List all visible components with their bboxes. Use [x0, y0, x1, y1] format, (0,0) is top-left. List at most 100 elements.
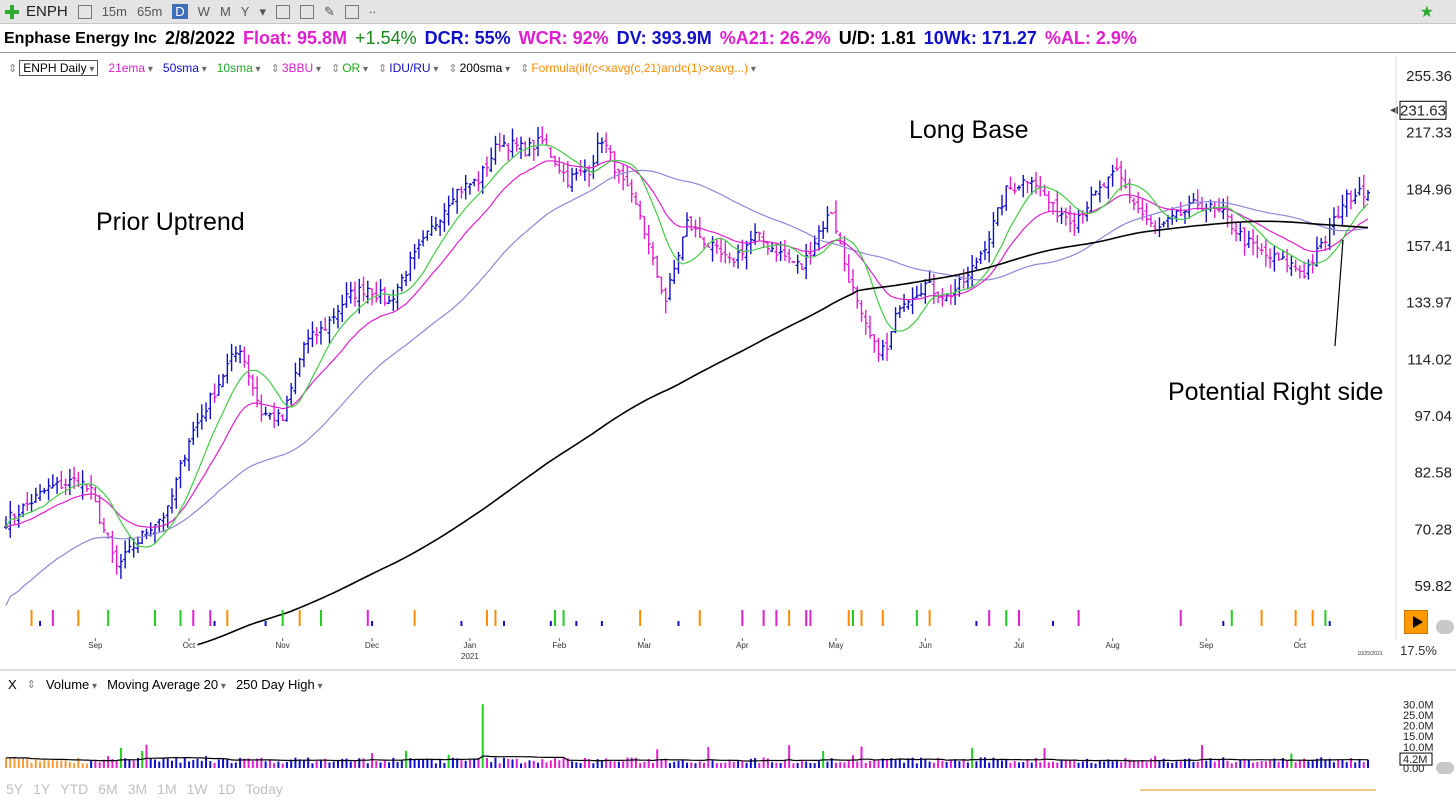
volume-bar [1311, 759, 1314, 768]
volume-bar [988, 762, 991, 768]
volume-high-select[interactable]: 250 Day High [236, 677, 323, 692]
volume-bar [668, 763, 671, 768]
price-bar [1038, 175, 1043, 197]
volume-bar [107, 756, 110, 768]
interval-dropdown-icon[interactable]: ▾ [259, 3, 266, 19]
play-button[interactable] [1404, 610, 1428, 634]
range-1d[interactable]: 1D [217, 781, 236, 797]
x-tick-label: Jan [463, 641, 476, 650]
range-3m[interactable]: 3M [127, 781, 148, 797]
volume-bar [758, 763, 761, 768]
share-icon[interactable]: ∙∙ [368, 4, 377, 19]
price-bar [323, 317, 328, 331]
volume-bar [468, 758, 471, 768]
text-tool-icon[interactable] [276, 4, 290, 19]
price-bar [650, 241, 655, 266]
signal-marker [1222, 621, 1225, 626]
interval-monthly[interactable]: M [219, 4, 231, 19]
star-icon[interactable]: ★ [1419, 4, 1434, 21]
volume-bar [681, 760, 684, 768]
volume-bar [596, 759, 599, 768]
chart-type-icon[interactable] [77, 4, 92, 19]
volume-bar [886, 759, 889, 768]
legend-symbol-select[interactable]: ENPH Daily [19, 60, 99, 76]
price-bar [880, 339, 885, 361]
range-6m[interactable]: 6M [98, 781, 118, 797]
volume-bar [1162, 758, 1165, 768]
price-bar [825, 206, 830, 233]
volume-bar [1124, 758, 1127, 768]
close-volume-button[interactable]: X [8, 677, 17, 692]
add-symbol-icon[interactable] [4, 4, 20, 20]
range-1m[interactable]: 1M [157, 781, 177, 797]
legend-3bbu[interactable]: 3BBU [282, 61, 321, 75]
range-ytd[interactable]: YTD [60, 781, 89, 797]
price-bar [816, 225, 821, 251]
percent-scale-label[interactable]: 17.5% [1400, 643, 1437, 658]
last-price-marker [1390, 106, 1398, 115]
volume-bar [358, 758, 361, 768]
price-bar [293, 362, 298, 395]
range-5y[interactable]: 5Y [6, 781, 24, 797]
grid-tool-icon[interactable] [300, 4, 314, 19]
interval-65m[interactable]: 65m [136, 4, 163, 19]
x-tick-label: Dec [365, 641, 379, 650]
legend-10sma[interactable]: 10sma [217, 61, 261, 75]
x-tick-label: Oct [1294, 641, 1307, 650]
volume-bar [703, 762, 706, 768]
volume-bar [1345, 762, 1348, 768]
legend-formula[interactable]: Formula(iif(c<xavg(c,21)andc(1)>xavg...) [531, 61, 756, 75]
updown-icon[interactable]: ⇕ [378, 62, 388, 75]
volume-settings-icon[interactable] [1436, 762, 1454, 774]
legend-21ema[interactable]: 21ema [108, 61, 153, 75]
volume-bar [554, 758, 557, 768]
updown-icon[interactable]: ⇕ [330, 62, 341, 75]
price-bar [1293, 259, 1298, 272]
range-1w[interactable]: 1W [186, 781, 208, 797]
interval-15m[interactable]: 15m [101, 4, 127, 19]
price-bar [1021, 174, 1026, 198]
legend-or[interactable]: OR [342, 61, 368, 75]
price-bar [1229, 213, 1234, 235]
price-bar [1153, 220, 1158, 234]
legend-50sma[interactable]: 50sma [163, 61, 207, 75]
volume-select[interactable]: Volume [46, 677, 97, 692]
updown-icon[interactable]: ⇕ [26, 679, 36, 691]
range-today[interactable]: Today [245, 781, 283, 797]
y-tick-label: 70.28 [1414, 521, 1452, 538]
volume-bar [707, 747, 710, 768]
volume-bar [971, 747, 974, 768]
volume-bar [324, 758, 327, 768]
symbol-name[interactable]: ENPH [26, 3, 68, 20]
signal-marker [502, 621, 505, 626]
updown-icon[interactable]: ⇕ [520, 62, 530, 75]
price-bar [331, 308, 336, 325]
legend-idu-ru[interactable]: IDU/RU [389, 61, 438, 75]
interval-daily[interactable]: D [172, 4, 188, 19]
legend-200sma[interactable]: 200sma [460, 61, 511, 75]
volume-bar [992, 757, 995, 768]
signal-marker [775, 610, 778, 626]
sma200-line [197, 220, 1369, 646]
volume-bar [213, 762, 216, 768]
volume-bar [294, 757, 297, 768]
updown-icon[interactable]: ⇕ [448, 62, 458, 75]
volume-ma-select[interactable]: Moving Average 20 [107, 677, 226, 692]
interval-weekly[interactable]: W [197, 4, 210, 19]
price-bar [1085, 201, 1090, 222]
updown-icon[interactable]: ⇕ [8, 62, 18, 75]
layout-icon[interactable] [344, 4, 359, 19]
volume-bar [39, 761, 42, 768]
interval-yearly[interactable]: Y [240, 4, 250, 19]
signal-marker [413, 610, 416, 626]
range-1y[interactable]: 1Y [33, 781, 51, 797]
volume-bar [1367, 759, 1369, 768]
pencil-icon[interactable]: ✎ [324, 3, 335, 19]
signal-marker [371, 621, 374, 626]
price-bar [412, 243, 417, 270]
settings-icon[interactable] [1436, 620, 1454, 634]
price-bar [284, 395, 289, 422]
updown-icon[interactable]: ⇕ [270, 62, 280, 75]
scroll-indicator[interactable] [1140, 789, 1376, 791]
